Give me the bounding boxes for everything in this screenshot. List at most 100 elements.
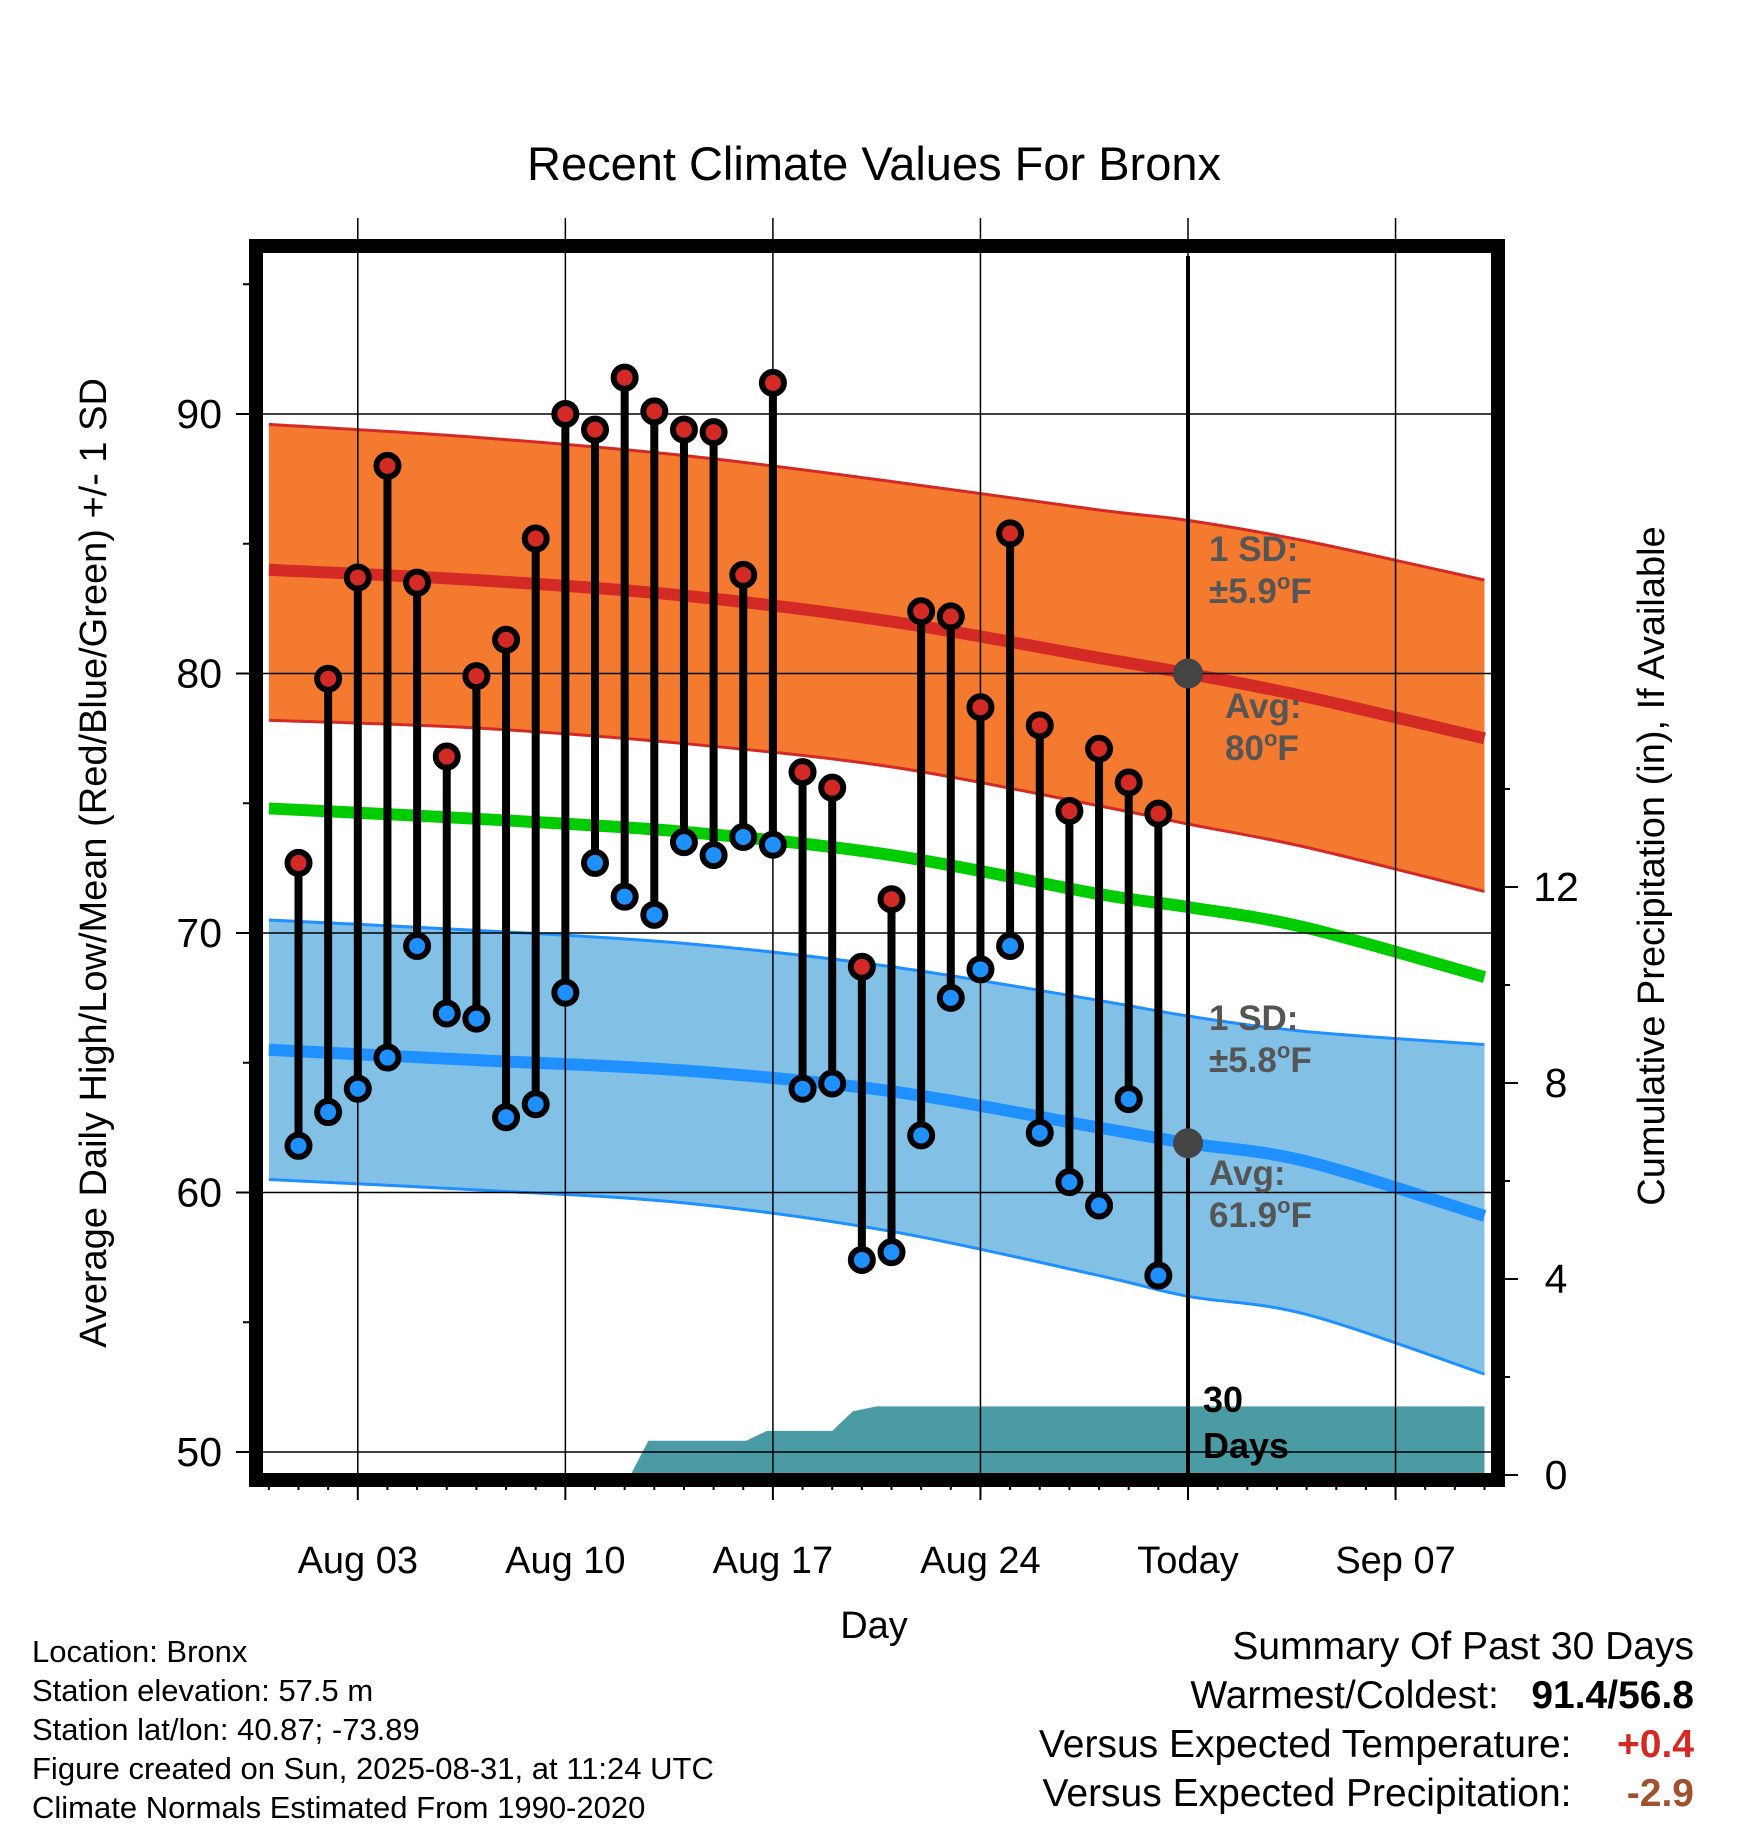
daily-high-point xyxy=(581,415,609,444)
x-tick-label: Aug 10 xyxy=(505,1540,625,1582)
chart-title: Recent Climate Values For Bronx xyxy=(527,137,1221,190)
high-sd-annotation: 1 SD:±5.9oF xyxy=(1209,530,1312,611)
daily-high-point xyxy=(699,418,728,447)
precip-anomaly-value: -2.9 xyxy=(1626,1772,1694,1815)
daily-low-point xyxy=(996,931,1025,960)
daily-high-point xyxy=(610,363,639,392)
low-sd-annotation: 1 SD:±5.8oF xyxy=(1209,999,1312,1080)
today-high-marker xyxy=(1173,658,1203,689)
daily-low-point xyxy=(818,1069,847,1098)
daily-high-point xyxy=(1055,797,1084,826)
y-tick-label: 70 xyxy=(176,910,222,956)
daily-low-point xyxy=(1144,1261,1173,1290)
daily-high-point xyxy=(669,415,698,444)
high-sd-annotation-value: ±5.9oF xyxy=(1209,569,1312,611)
daily-low-point xyxy=(847,1245,876,1274)
summary-panel: Summary Of Past 30 Days Warmest/Coldest:… xyxy=(1039,1622,1694,1818)
high-avg-annotation-label: Avg: xyxy=(1225,687,1301,726)
value-separator: / xyxy=(1607,1674,1619,1717)
daily-low-point xyxy=(729,822,758,851)
temp-anomaly-row: Versus Expected Temperature: +0.4 xyxy=(1039,1720,1694,1769)
daily-low-point xyxy=(432,999,461,1028)
low-avg-annotation-label: Avg: xyxy=(1209,1154,1285,1193)
normals-text: Climate Normals Estimated From 1990-2020 xyxy=(32,1790,646,1825)
y-tick-label: 80 xyxy=(176,651,222,697)
y2-tick-label: 12 xyxy=(1533,864,1579,910)
daily-high-point xyxy=(966,693,995,722)
daily-high-point xyxy=(1025,711,1054,740)
low-avg-annotation: Avg:61.9oF xyxy=(1209,1154,1312,1235)
plot-frame xyxy=(249,239,1505,1487)
daily-low-point xyxy=(640,900,669,929)
daily-low-point xyxy=(462,1004,491,1033)
x-tick-label: Sep 07 xyxy=(1335,1540,1455,1582)
daily-high-point xyxy=(343,563,372,592)
low-avg-annotation-value: 61.9oF xyxy=(1209,1193,1312,1235)
low-sd-annotation-value: ±5.8oF xyxy=(1209,1038,1312,1080)
warmest-coldest-label: Warmest/Coldest: xyxy=(1190,1674,1499,1717)
x-tick-label: Aug 17 xyxy=(713,1540,833,1582)
daily-high-point xyxy=(462,662,491,691)
location-text: Location: Bronx xyxy=(32,1634,248,1669)
y2-tick-label: 8 xyxy=(1545,1060,1568,1106)
daily-low-point xyxy=(788,1074,817,1103)
x-tick-label: Today xyxy=(1137,1540,1238,1582)
latlon-text: Station lat/lon: 40.87; -73.89 xyxy=(32,1712,420,1747)
low-sd-band-lower-edge xyxy=(268,1178,1485,1376)
daily-low-point xyxy=(492,1103,521,1132)
daily-high-point xyxy=(758,368,787,397)
daily-high-point xyxy=(432,742,461,771)
daily-high-point xyxy=(284,848,313,877)
daily-high-point xyxy=(847,952,876,981)
daily-low-point xyxy=(284,1131,313,1160)
x-tick-label: Aug 03 xyxy=(298,1540,418,1582)
daily-low-point xyxy=(907,1121,936,1150)
daily-high-point xyxy=(314,664,343,693)
daily-high-point xyxy=(996,519,1025,548)
precip-days-label: 30 xyxy=(1203,1379,1243,1420)
daily-low-point xyxy=(373,1043,402,1072)
normal-low-line xyxy=(268,1043,1487,1222)
daily-high-point xyxy=(788,758,817,787)
daily-low-point xyxy=(1114,1085,1143,1114)
today-low-marker xyxy=(1173,1128,1203,1159)
daily-low-point xyxy=(877,1238,906,1267)
daily-high-point xyxy=(877,885,906,914)
daily-low-point xyxy=(314,1098,343,1127)
daily-high-point xyxy=(492,625,521,654)
precip-area xyxy=(630,1406,1485,1475)
daily-high-point xyxy=(551,400,580,428)
daily-low-point xyxy=(699,841,728,870)
temp-anomaly-value: +0.4 xyxy=(1617,1723,1694,1766)
precip-anomaly-row: Versus Expected Precipitation: -2.9 xyxy=(1039,1769,1694,1818)
y2-axis-label: Cumulative Precipitation (in), If Availa… xyxy=(1631,526,1673,1205)
daily-high-point xyxy=(640,397,669,426)
daily-low-point xyxy=(1025,1118,1054,1147)
created-text: Figure created on Sun, 2025-08-31, at 11… xyxy=(32,1751,714,1786)
daily-high-point xyxy=(1114,768,1143,797)
daily-low-point xyxy=(1085,1191,1114,1220)
daily-low-point xyxy=(343,1074,372,1103)
daily-high-point xyxy=(1144,799,1173,828)
y2-tick-label: 0 xyxy=(1545,1452,1568,1498)
daily-low-point xyxy=(669,828,698,857)
high-avg-annotation: Avg:80oF xyxy=(1225,687,1301,768)
y-axis-label: Average Daily High/Low/Mean (Red/Blue/Gr… xyxy=(73,378,115,1348)
daily-low-point xyxy=(403,931,432,960)
high-avg-annotation-value: 80oF xyxy=(1225,726,1299,768)
y-tick-label: 90 xyxy=(176,391,222,437)
daily-high-point xyxy=(373,451,402,480)
elevation-text: Station elevation: 57.5 m xyxy=(32,1673,374,1708)
precip-days-label: Days xyxy=(1203,1425,1289,1466)
high-sd-band-upper-edge xyxy=(268,422,1485,582)
low-sd-annotation-label: 1 SD: xyxy=(1209,999,1298,1038)
precip-anomaly-label: Versus Expected Precipitation: xyxy=(1042,1772,1572,1815)
temp-anomaly-label: Versus Expected Temperature: xyxy=(1038,1723,1572,1766)
x-axis-label: Day xyxy=(840,1605,908,1647)
daily-high-point xyxy=(936,602,965,631)
normal-high-line xyxy=(268,563,1486,745)
warmest-value: 91.4 xyxy=(1531,1674,1608,1717)
y-tick-label: 60 xyxy=(176,1170,222,1216)
daily-high-point xyxy=(907,597,936,626)
